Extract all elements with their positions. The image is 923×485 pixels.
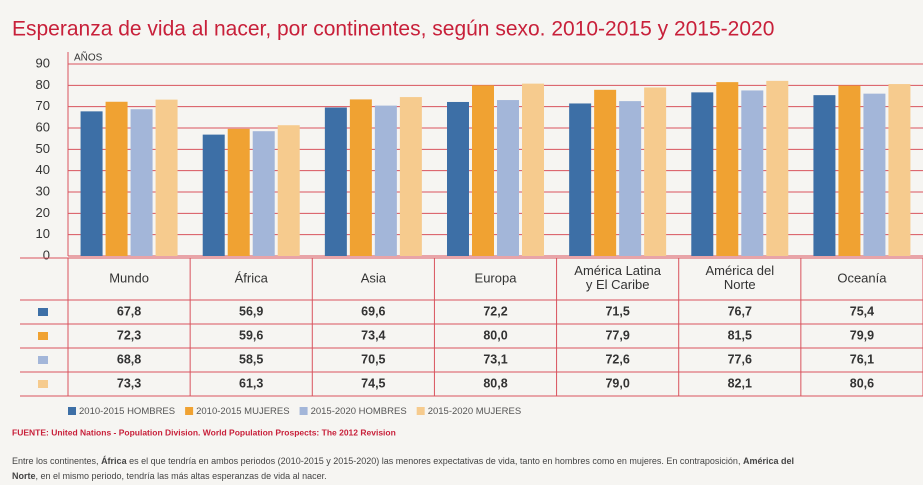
y-tick-label: 90 <box>36 55 50 70</box>
note-part: Norte <box>12 471 36 481</box>
bar <box>741 90 764 256</box>
bar <box>447 101 469 257</box>
x-tick-label: América del Norte <box>705 263 774 292</box>
bar <box>252 131 275 256</box>
bar <box>105 101 128 256</box>
data-label: 72,6 <box>605 352 629 366</box>
bar <box>202 134 225 256</box>
legend-label: 2015-2020 HOMBRES <box>311 406 407 417</box>
data-label: 58,5 <box>239 352 263 366</box>
y-tick-label: 40 <box>36 162 50 177</box>
bar <box>324 107 347 257</box>
bar <box>569 103 592 256</box>
bar <box>766 80 789 256</box>
table-swatch <box>38 332 48 340</box>
y-tick-label: 70 <box>36 98 50 113</box>
note-part: es el que tendría en ambos periodos (201… <box>127 456 743 466</box>
data-label: 59,6 <box>239 328 263 342</box>
bar <box>399 97 422 256</box>
data-label: 80,8 <box>483 376 507 390</box>
data-label: 80,6 <box>850 376 874 390</box>
bar <box>497 100 519 256</box>
legend-swatch <box>68 407 76 415</box>
x-tick-label: América Latina y El Caribe <box>574 263 661 292</box>
data-label: 73,3 <box>117 376 141 390</box>
bar <box>619 101 642 257</box>
bar <box>813 95 836 256</box>
note: Norte, en el mismo periodo, tendría las … <box>12 471 327 481</box>
bar <box>277 125 300 256</box>
chart-title: Esperanza de vida al nacer, por continen… <box>12 18 774 41</box>
bar <box>227 128 250 256</box>
data-label: 79,0 <box>605 376 629 390</box>
y-tick-label: 50 <box>36 141 50 156</box>
legend-swatch <box>416 407 425 415</box>
x-tick-label: Europa <box>475 270 518 285</box>
y-tick-label: 60 <box>36 119 50 134</box>
data-label: 61,3 <box>239 376 263 390</box>
note: Entre los continentes, África es el que … <box>12 456 794 466</box>
data-label: 72,2 <box>483 304 507 318</box>
bar <box>594 89 617 257</box>
bar <box>838 85 861 257</box>
x-tick-label: África <box>235 270 269 285</box>
x-tick-label: Mundo <box>109 270 149 285</box>
data-label: 77,9 <box>605 328 629 342</box>
note-part: América del <box>743 456 794 466</box>
note-part: Entre los continentes, <box>12 456 101 466</box>
note-part: África <box>101 456 128 466</box>
table-swatch <box>38 356 48 364</box>
y-tick-label: 30 <box>36 183 50 198</box>
data-label: 67,8 <box>117 304 141 318</box>
data-label: 80,0 <box>483 328 507 342</box>
data-label: 68,8 <box>117 352 141 366</box>
data-label: 73,1 <box>483 352 507 366</box>
bar <box>472 85 494 256</box>
bar <box>130 109 153 256</box>
bar <box>80 111 103 256</box>
bar <box>691 92 714 256</box>
table-swatch <box>38 308 48 316</box>
data-label: 75,4 <box>850 304 874 318</box>
bar <box>155 99 178 256</box>
y-tick-label: 20 <box>36 205 50 220</box>
data-label: 72,3 <box>117 328 141 342</box>
bar <box>863 93 886 256</box>
source: FUENTE: United Nations - Population Divi… <box>12 427 396 437</box>
note-part: , en el mismo periodo, tendría las más a… <box>36 471 327 481</box>
bar <box>644 87 667 256</box>
data-label: 79,9 <box>850 328 874 342</box>
table-swatch <box>38 380 48 388</box>
legend-swatch <box>299 407 308 415</box>
legend-label: 2015-2020 MUJERES <box>428 406 521 417</box>
data-label: 73,4 <box>361 328 385 342</box>
y-axis-label: AÑOS <box>74 51 103 64</box>
data-label: 76,1 <box>850 352 874 366</box>
bar <box>374 105 397 256</box>
data-label: 81,5 <box>728 328 752 342</box>
legend-label: 2010-2015 MUJERES <box>196 406 289 417</box>
bar <box>716 82 739 256</box>
y-tick-label: 10 <box>36 226 50 241</box>
legend-label: 2010-2015 HOMBRES <box>79 406 175 417</box>
y-tick-label: 80 <box>36 77 50 92</box>
x-tick-label: Asia <box>361 270 387 285</box>
data-label: 69,6 <box>361 304 385 318</box>
data-label: 76,7 <box>728 304 752 318</box>
data-label: 56,9 <box>239 304 263 318</box>
legend-swatch <box>185 407 194 415</box>
x-tick-label: Oceanía <box>837 270 887 285</box>
data-label: 70,5 <box>361 352 385 366</box>
data-label: 82,1 <box>728 376 752 390</box>
data-label: 74,5 <box>361 376 385 390</box>
data-label: 71,5 <box>605 304 629 318</box>
bar <box>888 84 911 256</box>
bar <box>522 83 544 256</box>
y-tick-label: 0 <box>43 247 50 262</box>
data-label: 77,6 <box>728 352 752 366</box>
bar <box>349 99 372 256</box>
